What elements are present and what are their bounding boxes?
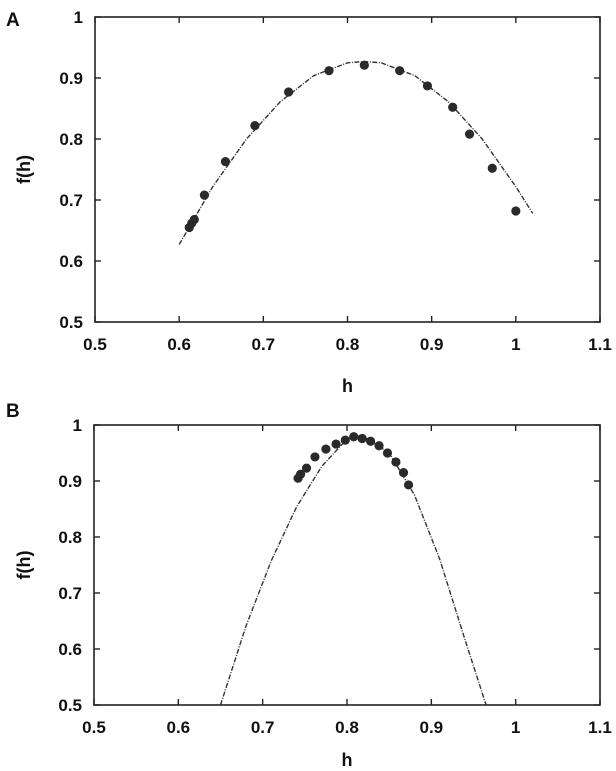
panel-b-data-point xyxy=(374,441,384,451)
panel-a-y-tick-label: 0.5 xyxy=(59,313,83,332)
panel-b-y-tick-label: 0.7 xyxy=(58,584,82,603)
panel-b-data-point xyxy=(296,469,306,479)
panel-b-x-tick-label: 0.7 xyxy=(251,718,275,737)
panel-b-y-tick-label: 0.8 xyxy=(58,528,82,547)
panel-b-data-point xyxy=(340,435,350,445)
panel-b-x-tick-label: 0.9 xyxy=(420,718,444,737)
panel-a-data-point xyxy=(422,81,433,91)
panel-b-x-tick-label: 1 xyxy=(511,718,520,737)
panel-b-y-tick-label: 0.5 xyxy=(58,696,82,715)
panel-a-data-point xyxy=(324,66,334,76)
panel-a-data-point xyxy=(395,66,405,76)
panel-a-data-point xyxy=(250,120,260,131)
panel-a-data-point xyxy=(464,129,475,139)
panel-b-y-tick-label: 0.6 xyxy=(58,640,82,659)
panel-b-data-point xyxy=(391,457,401,467)
panel-b-x-axis-label: h xyxy=(342,750,353,770)
panel-a-data-point xyxy=(199,190,210,200)
panel-b-data-point xyxy=(349,432,359,442)
panel-b-x-tick-label: 0.5 xyxy=(82,718,106,737)
panel-b-data-point xyxy=(321,444,331,454)
panel-a-x-axis-label: h xyxy=(342,376,353,396)
panel-b-plot-frame xyxy=(93,424,601,706)
panel-a-y-axis-label: f(h) xyxy=(14,155,34,184)
panel-a-data-point xyxy=(359,60,369,70)
panel-b-data-point xyxy=(357,433,367,444)
panel-a-x-tick-label: 0.5 xyxy=(83,335,107,354)
panel-b-data-point xyxy=(398,468,409,478)
panel-a-x-tick-label: 1 xyxy=(511,335,520,354)
panel-a-y-tick-label: 0.9 xyxy=(59,69,83,88)
panel-a-x-tick-label: 1.1 xyxy=(588,335,612,354)
panel-b-data-point xyxy=(301,463,312,473)
panel-a-data-point xyxy=(189,214,199,225)
panel-a-data-point xyxy=(487,163,497,173)
panel-b-y-axis-label: f(h) xyxy=(14,551,34,580)
panel-a-y-tick-label: 1 xyxy=(74,8,83,27)
panel-b-fit-curve xyxy=(219,435,487,706)
panel-a-data-point xyxy=(220,156,231,167)
panel-a-y-tick-label: 0.6 xyxy=(59,252,83,271)
panel-b-y-tick-label: 1 xyxy=(73,416,82,435)
panel-b-x-tick-label: 1.1 xyxy=(588,718,612,737)
panel-a-panel-label: A xyxy=(6,10,20,31)
panel-b-data-point xyxy=(310,452,320,462)
panel-a-data-point xyxy=(448,102,458,112)
panel-a-data-point xyxy=(283,87,294,97)
panel-b-y-tick-label: 0.9 xyxy=(58,472,82,491)
panel-b-data-point xyxy=(331,439,341,449)
panel-a-x-tick-label: 0.8 xyxy=(336,335,360,354)
panel-a-x-tick-label: 0.7 xyxy=(252,335,276,354)
panel-a-x-tick-label: 0.9 xyxy=(420,335,444,354)
panel-b-x-tick-label: 0.8 xyxy=(335,718,359,737)
panel-a-data-point xyxy=(511,206,521,216)
panel-b-x-tick-label: 0.6 xyxy=(167,718,191,737)
panel-b-data-point xyxy=(366,436,376,446)
panel-b-panel-label: B xyxy=(6,401,20,422)
panel-a-y-tick-label: 0.8 xyxy=(59,130,83,149)
panel-b-data-point xyxy=(403,480,414,490)
panel-b-data-point xyxy=(382,448,393,458)
panel-a-fit-curve xyxy=(178,60,534,245)
panel-a-x-tick-label: 0.6 xyxy=(167,335,191,354)
panel-a-y-tick-label: 0.7 xyxy=(59,191,83,210)
